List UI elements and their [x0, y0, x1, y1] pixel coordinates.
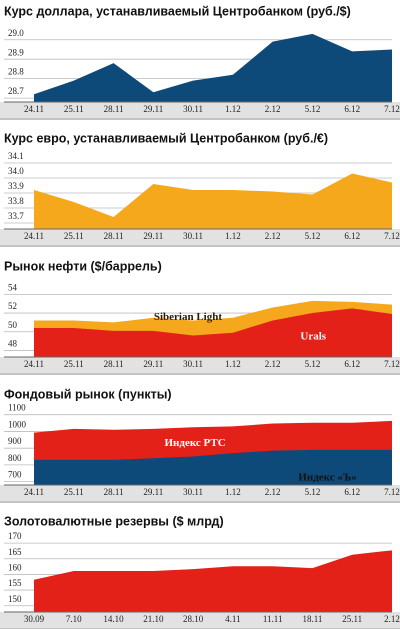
y-tick-label: 48	[8, 339, 18, 349]
x-tick-label: 30.11	[183, 104, 203, 114]
area	[34, 33, 392, 102]
series-label: Urals	[300, 330, 326, 342]
x-tick-label: 25.11	[64, 487, 84, 497]
y-tick-label: 700	[8, 470, 22, 480]
y-tick-label: 34.1	[8, 151, 24, 161]
x-label-band	[0, 612, 400, 628]
chart-title: Фондовый рынок (пункты)	[4, 387, 172, 401]
y-tick-label: 54	[8, 282, 18, 292]
x-tick-label: 5.12	[305, 359, 321, 369]
area	[34, 550, 392, 612]
x-tick-label: 2.12	[265, 104, 281, 114]
x-tick-label: 25.11	[64, 231, 84, 241]
x-tick-label: 1.12	[225, 104, 241, 114]
x-tick-label: 29.11	[143, 359, 163, 369]
x-tick-label: 2.12	[384, 614, 400, 624]
area	[34, 449, 392, 485]
x-tick-label: 30.11	[183, 487, 203, 497]
x-tick-label: 28.11	[104, 104, 124, 114]
x-label-band	[0, 357, 400, 373]
x-tick-label: 30.11	[183, 231, 203, 241]
x-tick-label: 6.12	[344, 359, 360, 369]
x-tick-label: 28.11	[104, 231, 124, 241]
y-tick-label: 800	[8, 453, 22, 463]
area	[34, 308, 392, 357]
x-tick-label: 5.12	[305, 487, 321, 497]
chart-title: Золотовалютные резервы ($ млрд)	[4, 514, 224, 528]
y-tick-label: 1000	[8, 419, 27, 429]
x-tick-label: 29.11	[143, 104, 163, 114]
x-tick-label: 4.11	[225, 614, 240, 624]
y-tick-label: 50	[8, 320, 18, 330]
x-tick-label: 7.12	[384, 104, 400, 114]
y-tick-label: 52	[8, 301, 17, 311]
y-tick-label: 170	[8, 531, 22, 541]
chart-title: Курс доллара, устанавливаемый Центробанк…	[4, 4, 351, 18]
x-tick-label: 30.11	[183, 359, 203, 369]
y-tick-label: 29.0	[8, 28, 24, 38]
x-tick-label: 25.11	[64, 104, 84, 114]
x-label-band	[0, 102, 400, 118]
y-tick-label: 33.8	[8, 196, 24, 206]
x-tick-label: 7.12	[384, 231, 400, 241]
x-tick-label: 11.11	[263, 614, 283, 624]
x-tick-label: 6.12	[344, 104, 360, 114]
x-tick-label: 18.11	[302, 614, 322, 624]
x-tick-label: 2.12	[265, 359, 281, 369]
y-tick-label: 28.7	[8, 86, 24, 96]
area	[34, 173, 392, 229]
x-tick-label: 30.09	[24, 614, 45, 624]
x-tick-label: 29.11	[143, 487, 163, 497]
x-tick-label: 5.12	[305, 104, 321, 114]
x-tick-label: 21.10	[143, 614, 164, 624]
x-tick-label: 7.10	[66, 614, 82, 624]
y-tick-label: 150	[8, 594, 22, 604]
x-tick-label: 2.12	[265, 231, 281, 241]
x-tick-label: 25.11	[342, 614, 362, 624]
series-label: Siberian Light	[154, 311, 222, 323]
x-tick-label: 6.12	[344, 231, 360, 241]
y-tick-label: 33.9	[8, 181, 24, 191]
x-tick-label: 28.10	[183, 614, 204, 624]
y-tick-label: 165	[8, 547, 22, 557]
x-tick-label: 24.11	[24, 487, 44, 497]
series-label: Индекс РТС	[165, 437, 226, 449]
x-label-band	[0, 485, 400, 501]
y-tick-label: 28.8	[8, 67, 24, 77]
x-tick-label: 24.11	[24, 359, 44, 369]
y-tick-label: 1100	[8, 403, 26, 413]
x-tick-label: 1.12	[225, 359, 241, 369]
x-tick-label: 2.12	[265, 487, 281, 497]
series-label: Индекс «Ъ»	[298, 471, 356, 483]
x-tick-label: 6.12	[344, 487, 360, 497]
chart-title: Курс евро, устанавливаемый Центробанком …	[4, 131, 328, 145]
x-tick-label: 14.10	[103, 614, 124, 624]
y-tick-label: 28.9	[8, 47, 24, 57]
x-tick-label: 5.12	[305, 231, 321, 241]
x-label-band	[0, 229, 400, 245]
y-tick-label: 34.0	[8, 166, 24, 176]
y-tick-label: 900	[8, 436, 22, 446]
x-tick-label: 24.11	[24, 231, 44, 241]
y-tick-label: 155	[8, 578, 22, 588]
chart-title: Рынок нефти ($/баррель)	[4, 259, 162, 273]
y-tick-label: 160	[8, 562, 22, 572]
x-tick-label: 25.11	[64, 359, 84, 369]
y-tick-label: 33.7	[8, 211, 24, 221]
x-tick-label: 24.11	[24, 104, 44, 114]
x-tick-label: 7.12	[384, 359, 400, 369]
x-tick-label: 7.12	[384, 487, 400, 497]
x-tick-label: 1.12	[225, 231, 241, 241]
x-tick-label: 29.11	[143, 231, 163, 241]
x-tick-label: 28.11	[104, 359, 124, 369]
x-tick-label: 1.12	[225, 487, 241, 497]
x-tick-label: 28.11	[104, 487, 124, 497]
